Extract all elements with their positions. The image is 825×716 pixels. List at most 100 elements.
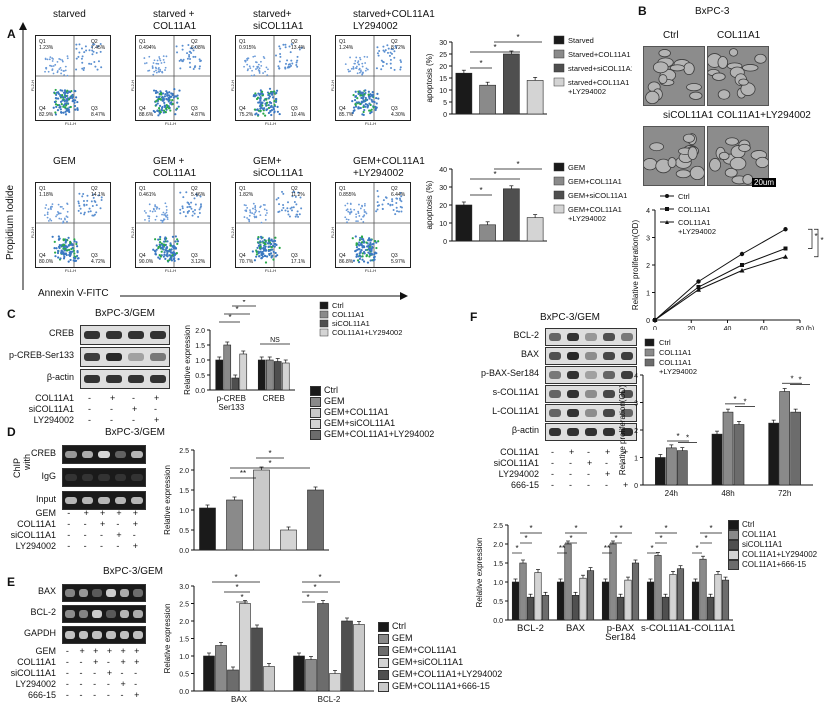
- event-dot: [274, 100, 278, 103]
- event-dot: [154, 91, 158, 95]
- event-dot: [287, 63, 290, 66]
- quad-value: 13.4%: [291, 45, 306, 51]
- condition-sign: -: [116, 519, 120, 529]
- quad-value: 14.1%: [91, 192, 106, 198]
- series-line: [654, 228, 786, 321]
- band: [548, 409, 562, 417]
- event-dot: [363, 93, 366, 96]
- event-dot: [363, 214, 366, 217]
- event-dot: [359, 236, 362, 240]
- band: [566, 371, 580, 379]
- event-dot: [268, 237, 271, 240]
- legend-swatch: [319, 310, 329, 319]
- event-dot: [77, 209, 80, 212]
- event-dot: [354, 103, 357, 106]
- band: [620, 352, 634, 360]
- event-dot: [155, 62, 158, 65]
- bar: [215, 645, 227, 692]
- event-dot: [260, 257, 263, 260]
- event-dot: [72, 259, 75, 262]
- y-tick-label: 2.5: [179, 602, 189, 609]
- bar: [564, 543, 572, 621]
- y-tick-label: 15: [439, 76, 447, 83]
- event-dot: [50, 219, 53, 222]
- condition-sign: +: [569, 447, 575, 457]
- event-dot: [255, 61, 257, 63]
- event-dot: [266, 242, 270, 245]
- event-dot: [174, 113, 177, 116]
- event-dot: [147, 70, 149, 72]
- event-dot: [71, 244, 74, 247]
- event-dot: [51, 68, 54, 71]
- event-dot: [60, 103, 63, 106]
- event-dot: [78, 43, 81, 46]
- condition-sign: -: [100, 530, 103, 540]
- event-dot: [166, 240, 169, 243]
- event-dot: [362, 221, 365, 223]
- event-dot: [44, 207, 47, 209]
- quad-label: Q3: [291, 106, 298, 112]
- event-dot: [92, 50, 95, 53]
- event-dot: [170, 95, 173, 98]
- event-dot: [58, 58, 61, 60]
- event-dot: [274, 236, 277, 239]
- event-dot: [350, 211, 353, 213]
- event-dot: [73, 238, 76, 241]
- event-dot: [275, 89, 279, 92]
- event-dot: [296, 65, 299, 68]
- event-dot: [357, 255, 360, 258]
- sig-star: *: [228, 313, 231, 322]
- event-dot: [195, 194, 198, 197]
- band: [548, 333, 562, 341]
- cell: [645, 90, 660, 105]
- flow-title: GEM+: [253, 156, 282, 167]
- panel-label-c: C: [7, 307, 16, 321]
- event-dot: [188, 61, 191, 64]
- x-tick-label: 40: [724, 326, 732, 330]
- event-dot: [162, 248, 165, 251]
- legend-label: +LY294002: [568, 214, 606, 223]
- band: [548, 371, 562, 379]
- band: [566, 428, 580, 436]
- event-dot: [250, 74, 253, 77]
- band: [566, 390, 580, 398]
- sig-star: *: [240, 593, 243, 602]
- event-dot: [194, 55, 197, 58]
- event-dot: [143, 210, 146, 212]
- legend-swatch: [728, 530, 739, 541]
- band: [84, 375, 100, 383]
- legend-label: Ctrl: [659, 338, 671, 347]
- event-dot: [275, 91, 278, 95]
- event-dot: [73, 104, 77, 108]
- bar: [654, 555, 662, 621]
- legend-swatch: [378, 681, 389, 692]
- event-dot: [172, 258, 176, 261]
- event-dot: [175, 252, 178, 255]
- event-dot: [58, 212, 61, 215]
- event-dot: [358, 203, 360, 206]
- f-title: BxPC-3/GEM: [540, 312, 601, 323]
- flow-title: siCOL11A1: [253, 168, 304, 179]
- event-dot: [176, 51, 179, 54]
- legend-swatch: [319, 301, 329, 310]
- band: [106, 610, 116, 618]
- event-dot: [169, 254, 172, 257]
- event-dot: [353, 98, 357, 102]
- event-dot: [271, 96, 275, 99]
- event-dot: [61, 59, 64, 62]
- condition-sign: -: [587, 447, 590, 457]
- y-tick-label: 0: [646, 318, 650, 325]
- event-dot: [55, 247, 58, 250]
- event-dot: [163, 251, 166, 254]
- event-dot: [164, 238, 167, 241]
- event-dot: [56, 103, 59, 107]
- event-dot: [270, 245, 273, 249]
- event-dot: [254, 208, 257, 211]
- event-dot: [399, 59, 402, 62]
- bar: [655, 457, 666, 486]
- bar: [263, 666, 275, 692]
- event-dot: [58, 217, 61, 220]
- band: [106, 375, 122, 383]
- bar: [646, 581, 655, 621]
- y-tick-label: 0.5: [195, 373, 205, 380]
